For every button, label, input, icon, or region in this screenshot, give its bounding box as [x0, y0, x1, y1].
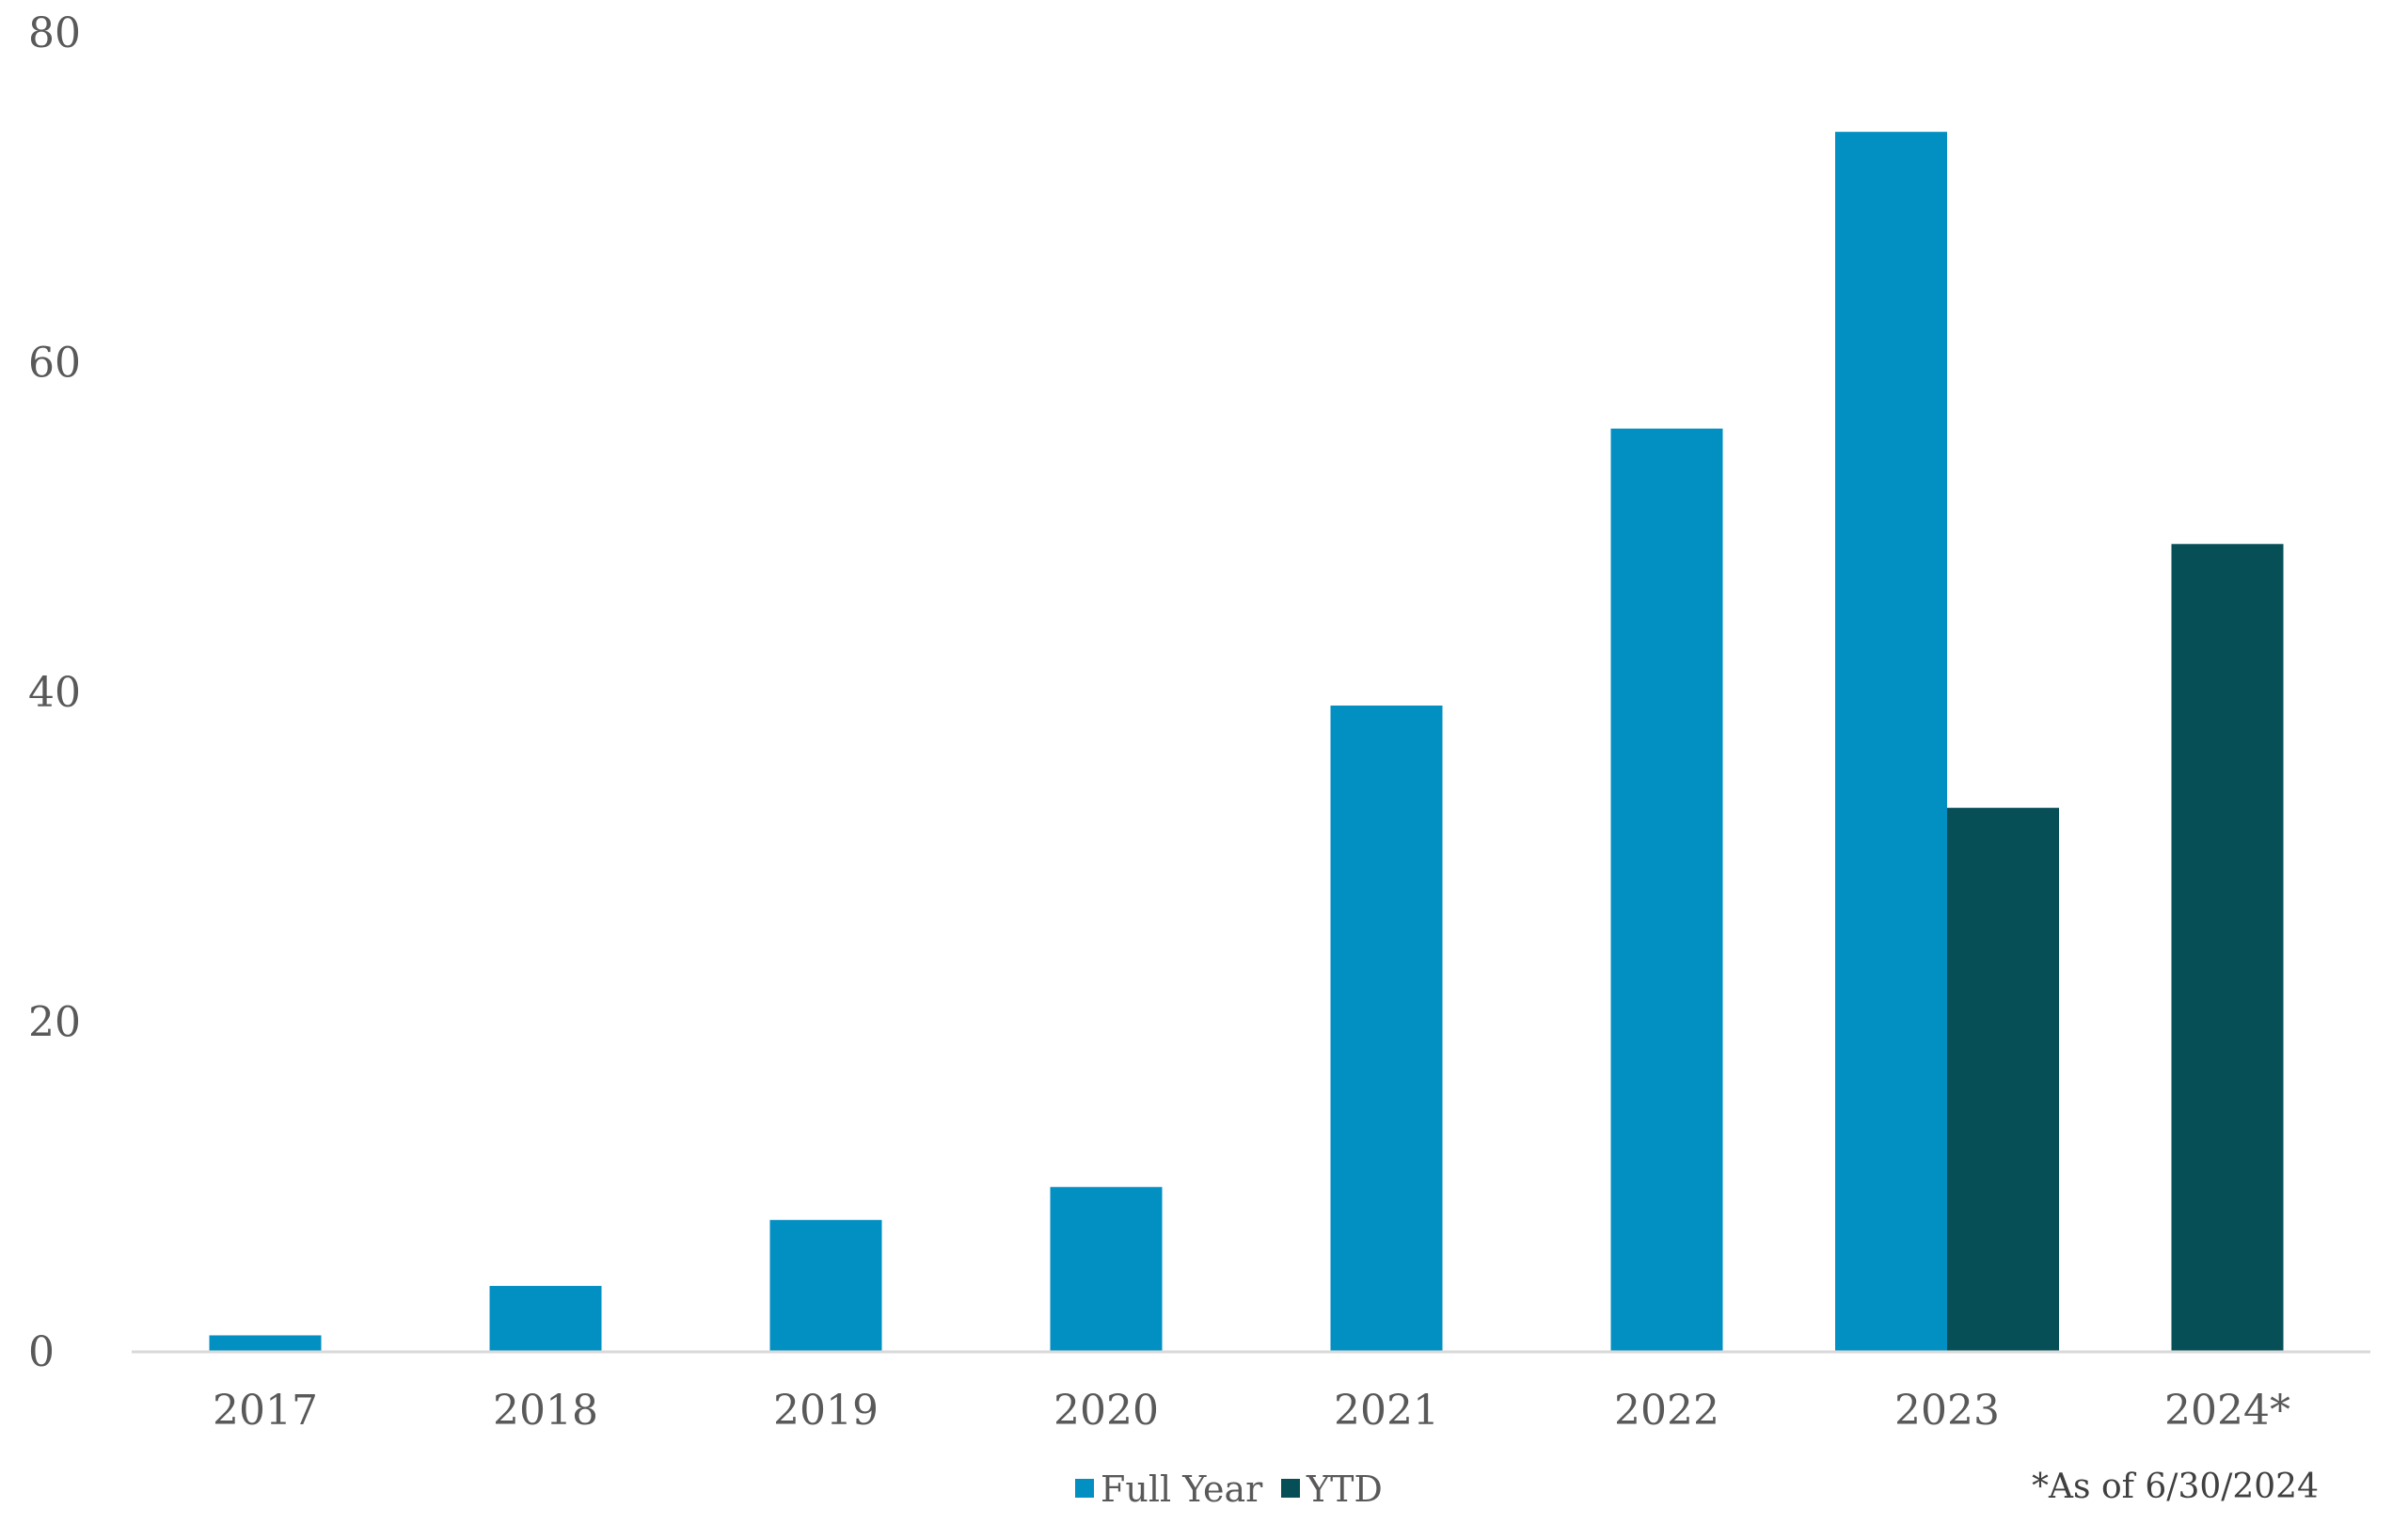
x-tick-label: 2019	[773, 1387, 879, 1435]
footnote: *As of 6/30/2024	[2032, 1468, 2319, 1506]
bars	[209, 132, 2284, 1353]
y-axis-ticks: 0 20 40 60 80	[28, 9, 81, 1376]
y-tick-label: 80	[28, 9, 81, 57]
legend: Full Year YTD	[1075, 1468, 1383, 1510]
legend-swatch	[1281, 1479, 1300, 1498]
legend-label: YTD	[1306, 1468, 1383, 1510]
x-tick-label: 2018	[493, 1387, 598, 1435]
x-tick-label: 2023	[1894, 1387, 2000, 1435]
bar-full-year-2023	[1835, 132, 1947, 1352]
bar-full-year-2018	[489, 1285, 602, 1352]
y-tick-label: 0	[28, 1328, 55, 1376]
bar-full-year-2021	[1330, 706, 1443, 1352]
bar-full-year-2019	[769, 1219, 882, 1352]
bar-full-year-2017	[209, 1335, 322, 1352]
bar-ytd-2023	[1947, 807, 2059, 1352]
bar-full-year-2022	[1610, 428, 1723, 1353]
x-tick-label: 2017	[213, 1387, 318, 1435]
bar-ytd-2024	[2171, 544, 2284, 1352]
x-tick-label: 2022	[1614, 1387, 1719, 1435]
y-tick-label: 60	[28, 340, 81, 388]
legend-swatch	[1075, 1479, 1094, 1498]
x-tick-label: 2024*	[2164, 1387, 2290, 1435]
y-tick-label: 40	[28, 669, 81, 717]
legend-label: Full Year	[1101, 1468, 1263, 1510]
y-tick-label: 20	[28, 999, 81, 1047]
x-tick-label: 2021	[1334, 1387, 1439, 1435]
x-tick-label: 2020	[1054, 1387, 1159, 1435]
bar-full-year-2020	[1050, 1186, 1163, 1352]
x-axis-ticks: 2017 2018 2019 2020 2021 2022 2023 2024*	[213, 1387, 2290, 1435]
